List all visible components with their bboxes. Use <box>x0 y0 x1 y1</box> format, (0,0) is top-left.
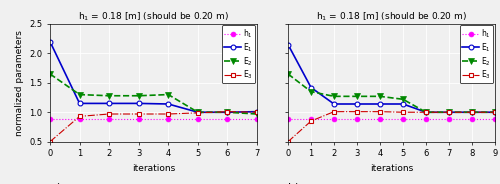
Text: b): b) <box>288 183 300 184</box>
Title: h$_1$ = 0.18 [m] (should be 0.20 m): h$_1$ = 0.18 [m] (should be 0.20 m) <box>316 11 467 23</box>
Legend: h$_1$, E$_1$, E$_2$, E$_3$: h$_1$, E$_1$, E$_2$, E$_3$ <box>460 25 494 84</box>
Legend: h$_1$, E$_1$, E$_2$, E$_3$: h$_1$, E$_1$, E$_2$, E$_3$ <box>222 25 256 84</box>
X-axis label: iterations: iterations <box>370 164 413 173</box>
Text: a): a) <box>50 183 61 184</box>
X-axis label: iterations: iterations <box>132 164 175 173</box>
Title: h$_1$ = 0.18 [m] (should be 0.20 m): h$_1$ = 0.18 [m] (should be 0.20 m) <box>78 11 229 23</box>
Y-axis label: normalized parameters: normalized parameters <box>14 30 24 136</box>
